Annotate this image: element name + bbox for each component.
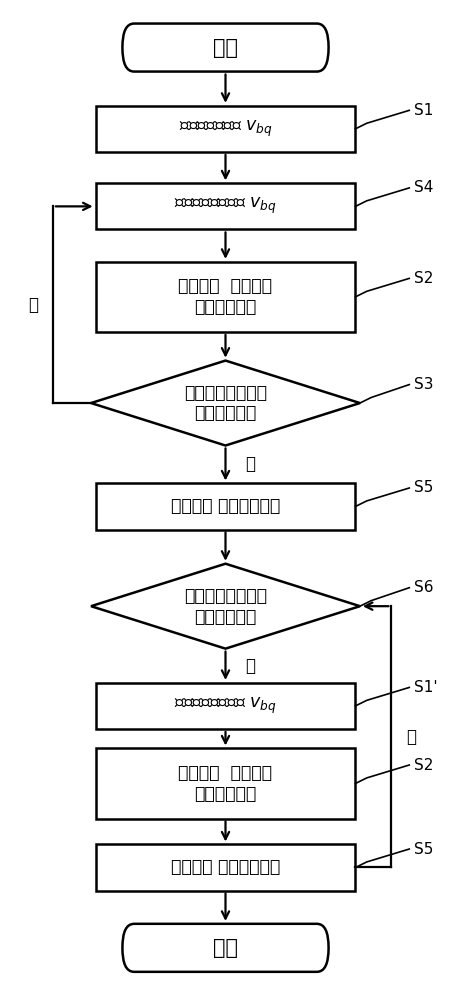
Text: 是: 是 [245,455,255,473]
Text: 否: 否 [245,657,255,675]
Text: 依据时间误差估计 $v_{bq}$: 依据时间误差估计 $v_{bq}$ [174,196,277,216]
Text: 开始: 开始 [213,38,238,58]
Bar [96,262,355,332]
Polygon shape [91,361,360,446]
Bar [96,683,355,729]
Text: S1: S1 [414,103,433,118]
Text: 算法二： 搜索替换算法: 算法二： 搜索替换算法 [171,858,280,876]
FancyBboxPatch shape [122,924,329,972]
Text: 依据时间误差估计 $v_{bq}$: 依据时间误差估计 $v_{bq}$ [174,696,277,716]
Text: 结束: 结束 [213,938,238,958]
Bar [96,844,355,891]
Text: S2: S2 [414,758,433,773]
Text: 计算运行时间是否
满足时刻表？: 计算运行时间是否 满足时刻表？ [184,587,267,626]
Text: S3: S3 [414,377,433,392]
Polygon shape [91,564,360,649]
Text: 是: 是 [406,728,417,746]
Text: S1': S1' [414,680,437,695]
Text: 依据时刻表估计 $v_{bq}$: 依据时刻表估计 $v_{bq}$ [179,119,272,139]
Bar [96,106,355,152]
FancyBboxPatch shape [122,24,329,72]
Bar [96,748,355,819]
Text: 计算运行时间是否
满足时刻表？: 计算运行时间是否 满足时刻表？ [184,384,267,422]
Text: S4: S4 [414,180,433,195]
Text: S6: S6 [414,580,433,595]
Text: S5: S5 [414,842,433,857]
Bar [96,183,355,229]
Bar [96,483,355,530]
Text: 否: 否 [28,296,38,314]
Text: S5: S5 [414,480,433,495]
Text: 算法二： 搜索替换算法: 算法二： 搜索替换算法 [171,497,280,515]
Text: 算法一：  最优巡航
最小时间算法: 算法一： 最优巡航 最小时间算法 [179,764,272,803]
Text: 算法一：  最优巡航
最小时间算法: 算法一： 最优巡航 最小时间算法 [179,277,272,316]
Text: S2: S2 [414,271,433,286]
